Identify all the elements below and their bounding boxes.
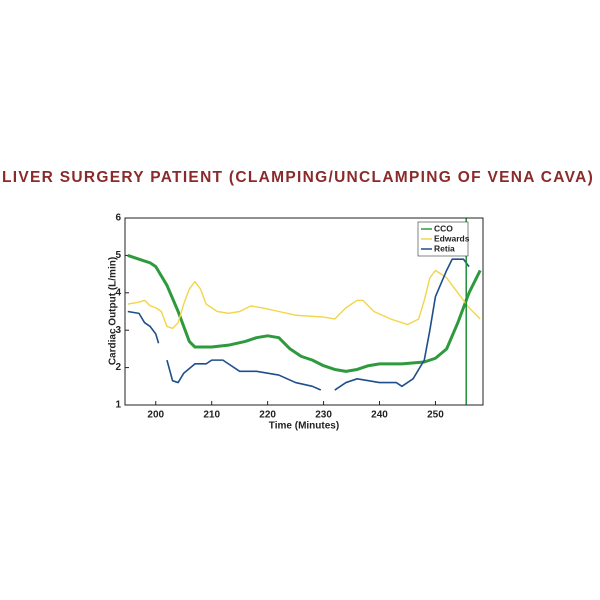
x-tick-label: 240 <box>371 410 388 421</box>
y-tick-label: 1 <box>115 400 121 411</box>
x-tick-label: 230 <box>315 410 332 421</box>
x-axis-label: Time (Minutes) <box>269 421 339 432</box>
y-axis-label: Cardiac Output (L/min) <box>108 257 119 365</box>
x-tick-label: 220 <box>259 410 276 421</box>
chart-title: LIVER SURGERY PATIENT (CLAMPING/UNCLAMPI… <box>2 169 594 186</box>
series-line <box>127 269 481 330</box>
legend-label: Edwards <box>434 233 470 243</box>
legend-label: Retia <box>434 243 455 253</box>
y-tick-label: 5 <box>115 250 121 261</box>
x-tick-label: 250 <box>427 410 444 421</box>
y-tick-label: 6 <box>115 213 121 224</box>
series-line <box>127 253 482 373</box>
series-line <box>127 258 470 391</box>
y-tick-label: 2 <box>115 362 121 373</box>
x-tick-label: 200 <box>147 410 164 421</box>
y-tick-label: 3 <box>115 325 121 336</box>
plot-frame <box>124 217 484 406</box>
legend-label: CCO <box>434 223 453 233</box>
y-tick-label: 4 <box>115 287 121 298</box>
x-tick-label: 210 <box>203 410 220 421</box>
